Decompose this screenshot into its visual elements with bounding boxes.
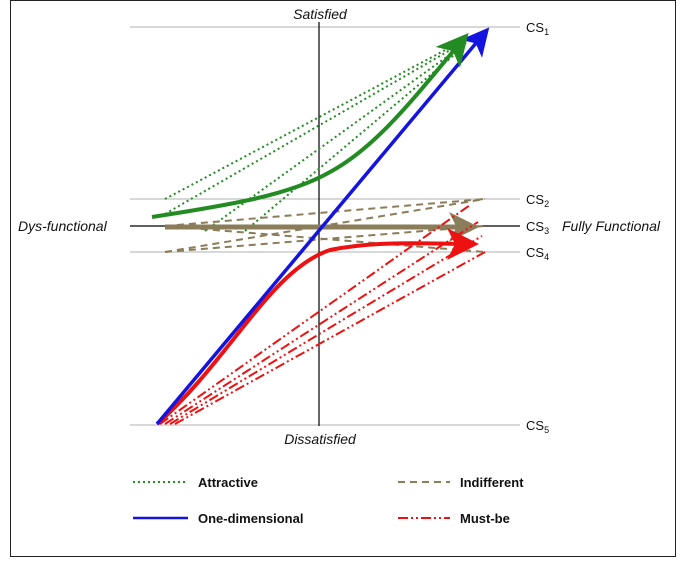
fully-functional-label: Fully Functional bbox=[562, 218, 661, 234]
indifferent-dashed-line bbox=[164, 225, 486, 253]
satisfied-label: Satisfied bbox=[293, 6, 348, 22]
cs3-label: CS3 bbox=[526, 219, 549, 236]
cs4-label: CS4 bbox=[526, 245, 549, 262]
must-be-dashdot-line bbox=[174, 251, 486, 425]
attractive-dotted-line bbox=[244, 44, 467, 232]
diagram-frame bbox=[10, 0, 676, 557]
legend-one-dimensional-label: One-dimensional bbox=[198, 511, 303, 526]
legend-indifferent-label: Indifferent bbox=[460, 475, 524, 490]
must-be-dashdot-line bbox=[169, 235, 483, 425]
must-be-curve bbox=[155, 227, 479, 426]
legend: Attractive Indifferent One-dimensional M… bbox=[133, 475, 524, 526]
cs1-label: CS1 bbox=[526, 20, 549, 37]
attractive-curve bbox=[151, 32, 469, 219]
attractive-dotted-line bbox=[164, 40, 467, 215]
cs2-label: CS2 bbox=[526, 192, 549, 209]
one-dimensional-arrow bbox=[155, 27, 490, 426]
must-be-dashdot-lines bbox=[159, 204, 486, 425]
dissatisfied-label: Dissatisfied bbox=[284, 431, 357, 447]
legend-must-be-label: Must-be bbox=[460, 511, 510, 526]
indifferent-dashed-line bbox=[164, 198, 486, 227]
must-be-dashdot-line bbox=[159, 204, 471, 425]
cs5-label: CS5 bbox=[526, 418, 549, 435]
attractive-dotted-lines bbox=[164, 38, 467, 232]
dysfunctional-label: Dys-functional bbox=[18, 218, 108, 234]
must-be-dashdot-line bbox=[164, 221, 479, 425]
attractive-dotted-line bbox=[164, 38, 467, 200]
attractive-dotted-line bbox=[204, 42, 467, 232]
legend-attractive-label: Attractive bbox=[198, 475, 258, 490]
